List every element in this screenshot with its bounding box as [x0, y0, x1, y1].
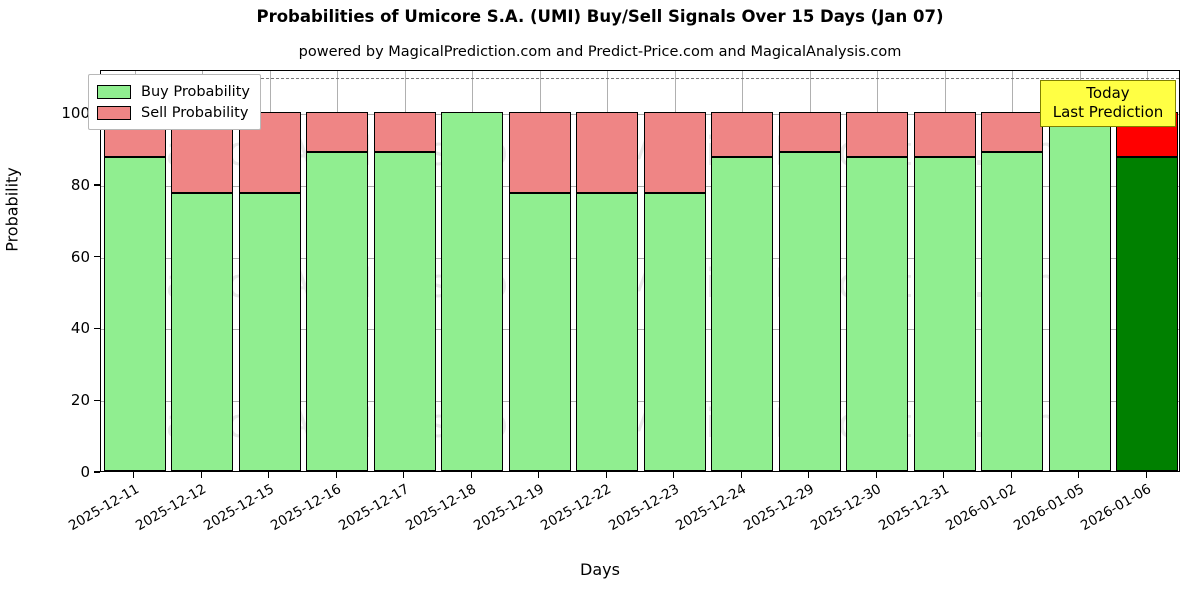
y-tick-mark-20: [94, 399, 100, 401]
legend-swatch-icon: [97, 105, 131, 120]
x-tick-mark-2026-01-02: [1010, 472, 1012, 478]
bar-2025-12-19: [508, 71, 571, 471]
bar-segment-sell: [373, 112, 436, 152]
x-axis-label: Days: [580, 560, 620, 579]
gridline-y-40: [101, 329, 1179, 331]
bar-2025-12-29: [778, 71, 841, 471]
gridline-y-100: [101, 114, 1179, 116]
x-tick-mark-2025-12-17: [403, 472, 405, 478]
bar-2026-01-06: [1116, 71, 1179, 471]
legend-swatch-icon: [97, 84, 131, 99]
y-tick-label-40: 40: [70, 319, 90, 338]
bar-segment-buy: [238, 192, 301, 471]
bar-2025-12-31: [913, 71, 976, 471]
y-tick-label-80: 80: [70, 175, 90, 194]
x-tick-mark-2026-01-05: [1078, 472, 1080, 478]
bar-segment-buy: [1116, 156, 1179, 471]
x-tick-mark-2025-12-12: [200, 472, 202, 478]
x-tick-mark-2026-01-06: [1145, 472, 1147, 478]
y-tick-label-20: 20: [70, 391, 90, 410]
x-tick-mark-2025-12-24: [740, 472, 742, 478]
y-axis-label: Probability: [2, 167, 22, 252]
bar-2026-01-02: [981, 71, 1044, 471]
bar-2025-12-12: [171, 71, 234, 471]
x-tick-mark-2025-12-29: [808, 472, 810, 478]
gridline-y-80: [101, 185, 1179, 187]
bar-segment-sell: [778, 112, 841, 152]
legend-label: Buy Probability: [141, 83, 250, 100]
bar-segment-sell: [643, 112, 706, 193]
gridline-y-20: [101, 401, 1179, 403]
chart-subtitle: powered by MagicalPrediction.com and Pre…: [298, 44, 902, 60]
bar-segment-buy: [508, 192, 571, 471]
bar-segment-buy: [306, 151, 369, 471]
x-tick-mark-2025-12-31: [943, 472, 945, 478]
today-annotation: Today Last Prediction: [1040, 80, 1176, 127]
bar-segment-buy: [373, 151, 436, 471]
y-tick-mark-40: [94, 327, 100, 330]
bar-segment-sell: [846, 112, 909, 157]
y-tick-mark-0: [94, 471, 100, 473]
bar-2025-12-17: [373, 71, 436, 471]
bar-2025-12-18: [441, 71, 504, 471]
x-tick-mark-2025-12-16: [335, 472, 337, 478]
x-tick-mark-2025-12-18: [470, 472, 472, 478]
legend-item-sell[interactable]: Sell Probability: [97, 102, 250, 123]
x-tick-mark-2025-12-15: [268, 472, 270, 478]
x-tick-mark-2025-12-30: [875, 472, 877, 478]
y-tick-label-60: 60: [70, 247, 90, 266]
y-tick-label-100: 100: [61, 104, 90, 123]
bar-2025-12-15: [238, 71, 301, 471]
bar-2026-01-05: [1048, 71, 1111, 471]
bar-segment-sell: [576, 112, 639, 193]
legend-item-buy[interactable]: Buy Probability: [97, 81, 250, 102]
bar-2025-12-24: [711, 71, 774, 471]
today-annotation-line1: Today: [1086, 84, 1130, 102]
bar-segment-buy: [913, 156, 976, 471]
reference-dashed-line: [101, 78, 1179, 80]
bar-segment-buy: [576, 192, 639, 471]
bar-segment-buy: [103, 156, 166, 471]
bar-2025-12-11: [103, 71, 166, 471]
today-annotation-line2: Last Prediction: [1052, 103, 1164, 121]
bar-segment-buy: [778, 151, 841, 471]
chart-legend: Buy Probability Sell Probability: [88, 74, 261, 130]
bar-2025-12-16: [306, 71, 369, 471]
y-tick-mark-60: [94, 255, 100, 258]
x-tick-mark-2025-12-19: [538, 472, 540, 478]
bar-segment-buy: [981, 151, 1044, 471]
bar-segment-sell: [913, 112, 976, 157]
bar-segment-buy: [171, 192, 234, 471]
x-tick-mark-2025-12-22: [605, 472, 607, 478]
chart-title: Probabilities of Umicore S.A. (UMI) Buy/…: [256, 7, 944, 26]
bar-segment-buy: [643, 192, 706, 471]
bar-segment-sell: [711, 112, 774, 157]
y-tick-mark-80: [94, 184, 100, 186]
bar-segment-sell: [306, 112, 369, 152]
x-tick-mark-2025-12-11: [133, 472, 135, 478]
bar-segment-buy: [846, 156, 909, 471]
plot-area: MagicalAnalysis.comMagicalPrediction.com…: [100, 70, 1180, 472]
bar-segment-buy: [711, 156, 774, 471]
bar-segment-sell: [508, 112, 571, 193]
bar-2025-12-30: [846, 71, 909, 471]
bar-segment-buy: [441, 112, 504, 471]
legend-label: Sell Probability: [141, 104, 249, 121]
bar-segment-buy: [1048, 112, 1111, 471]
bar-2025-12-22: [576, 71, 639, 471]
y-tick-label-0: 0: [80, 463, 90, 481]
bar-2025-12-23: [643, 71, 706, 471]
x-tick-mark-2025-12-23: [673, 472, 675, 478]
bar-segment-sell: [981, 112, 1044, 152]
gridline-y-60: [101, 257, 1179, 259]
